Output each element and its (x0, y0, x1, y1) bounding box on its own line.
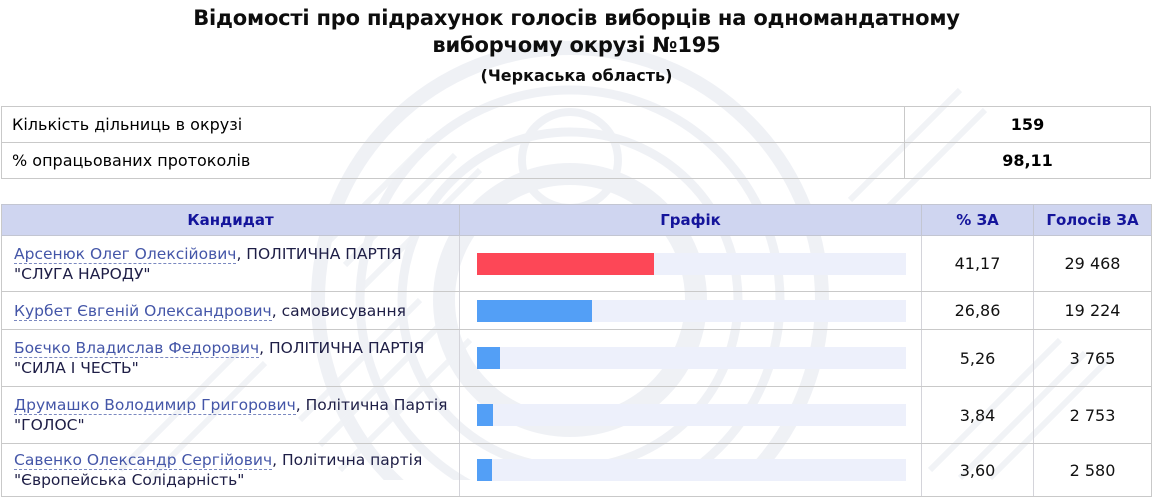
table-row: Савенко Олександр Сергійович, Політична … (1, 443, 1152, 497)
votes-value: 3 765 (1033, 329, 1152, 387)
candidate-link[interactable]: Курбет Євгеній Олександрович (14, 301, 272, 321)
table-row: Друмашко Володимир Григорович, Політична… (1, 386, 1152, 444)
stats-label: Кількість дільниць в окрузі (1, 106, 905, 143)
party-label: , самовисування (271, 301, 406, 320)
region-subtitle: (Черкаська область) (480, 66, 673, 85)
vote-bar-track (477, 252, 906, 275)
stats-label: % опрацьованих протоколів (1, 142, 905, 179)
stats-value: 159 (904, 106, 1151, 143)
table-row: Арсенюк Олег Олексійович, ПОЛІТИЧНА ПАРТ… (1, 235, 1152, 292)
header-candidate: Кандидат (1, 204, 460, 236)
district-stats-table: Кількість дільниць в окрузі 159 % опраць… (1, 106, 1151, 179)
vote-bar-track (477, 459, 906, 481)
stats-row-protocols: % опрацьованих протоколів 98,11 (1, 142, 1151, 179)
percent-value: 3,60 (921, 443, 1034, 497)
percent-value: 41,17 (921, 235, 1034, 292)
vote-bar-fill (477, 347, 500, 369)
vote-bar-fill (477, 459, 493, 481)
candidate-link[interactable]: Боєчко Владислав Федорович (14, 339, 260, 358)
vote-bar-fill (477, 404, 494, 426)
header-percent: % ЗА (921, 204, 1034, 236)
vote-bar-fill (477, 299, 593, 322)
percent-value: 5,26 (921, 329, 1034, 387)
votes-value: 29 468 (1033, 235, 1152, 292)
table-header-row: Кандидат Графік % ЗА Голосів ЗА (1, 204, 1152, 236)
table-row: Курбет Євгеній Олександрович, самовисува… (1, 291, 1152, 330)
vote-bar-fill (477, 252, 654, 275)
candidates-table: Кандидат Графік % ЗА Голосів ЗА Арсенюк … (1, 204, 1152, 497)
page-header: Відомості про підрахунок голосів виборці… (0, 0, 1153, 85)
percent-value: 26,86 (921, 291, 1034, 330)
votes-value: 19 224 (1033, 291, 1152, 330)
header-chart: Графік (459, 204, 922, 236)
vote-bar-track (477, 404, 906, 426)
stats-row-precincts: Кількість дільниць в окрузі 159 (1, 106, 1151, 143)
candidate-link[interactable]: Савенко Олександр Сергійович (14, 451, 273, 470)
vote-bar-track (477, 299, 906, 322)
vote-bar-track (477, 347, 906, 369)
stats-value: 98,11 (904, 142, 1151, 179)
page-title-line1: Відомості про підрахунок голосів виборці… (193, 6, 960, 30)
votes-value: 2 753 (1033, 386, 1152, 444)
percent-value: 3,84 (921, 386, 1034, 444)
table-row: Боєчко Владислав Федорович, ПОЛІТИЧНА ПА… (1, 329, 1152, 387)
votes-value: 2 580 (1033, 443, 1152, 497)
candidate-link[interactable]: Друмашко Володимир Григорович (14, 396, 296, 415)
page-title-line2: виборчому окрузі №195 (432, 33, 721, 57)
candidate-link[interactable]: Арсенюк Олег Олексійович (14, 244, 237, 264)
header-votes: Голосів ЗА (1033, 204, 1152, 236)
